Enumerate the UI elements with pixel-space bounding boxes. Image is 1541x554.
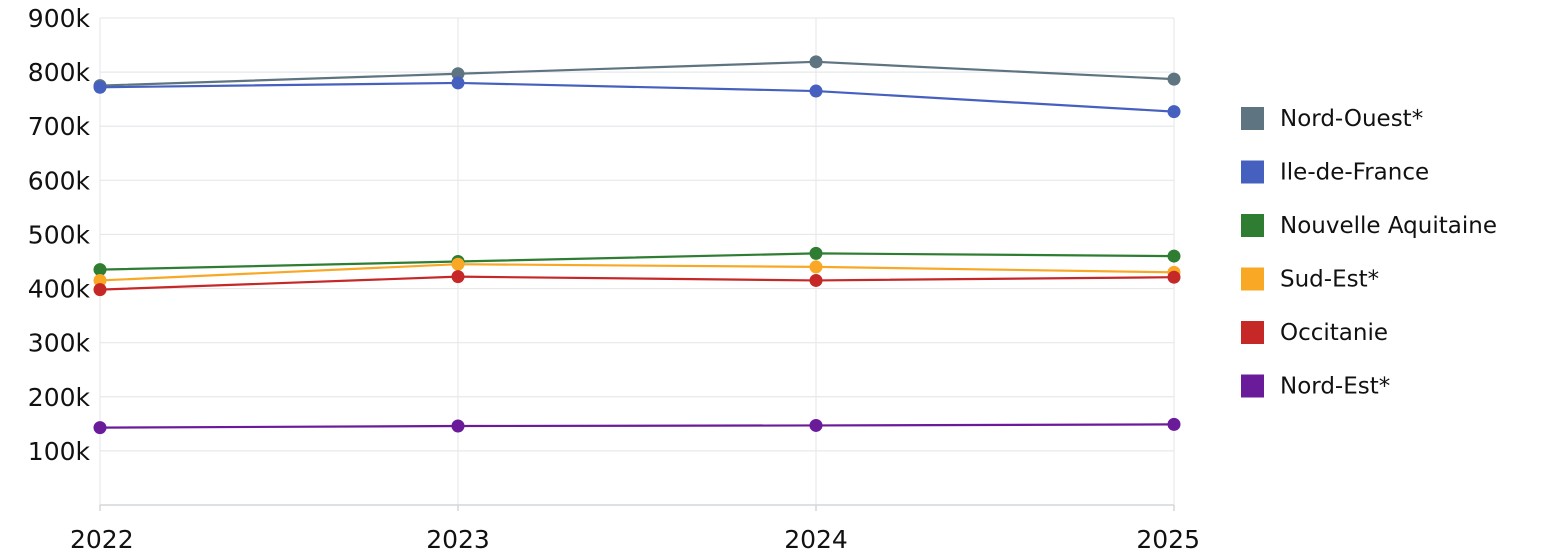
data-point[interactable] (451, 419, 465, 433)
y-tick-label: 700k (28, 112, 91, 141)
legend: Nord-Ouest* Ile-de-France Nouvelle Aquitai… (1241, 106, 1497, 400)
legend-item[interactable]: Occitanie (1241, 320, 1388, 346)
data-point[interactable] (1167, 72, 1181, 86)
data-point[interactable] (93, 273, 107, 287)
y-tick-label: 500k (28, 220, 91, 249)
y-tick-label: 100k (28, 437, 91, 466)
y-tick-label: 400k (28, 275, 91, 304)
data-point[interactable] (451, 270, 465, 284)
legend-swatch (1241, 160, 1264, 184)
data-points (93, 55, 1181, 435)
data-point[interactable] (809, 246, 823, 260)
data-point[interactable] (809, 84, 823, 98)
data-point[interactable] (1167, 249, 1181, 263)
x-tick-label: 2023 (426, 525, 490, 550)
gridlines (99, 17, 1175, 505)
data-point[interactable] (809, 418, 823, 432)
y-tick-label: 600k (28, 166, 91, 195)
data-point[interactable] (809, 55, 823, 69)
legend-item[interactable]: Ile-de-France (1241, 160, 1429, 186)
x-tick-label: 2025 (1136, 525, 1200, 550)
legend-label: Ile-de-France (1280, 160, 1429, 186)
legend-swatch (1241, 267, 1264, 291)
data-point[interactable] (1167, 270, 1181, 284)
series-line (99, 275, 1175, 291)
data-point[interactable] (451, 76, 465, 90)
legend-swatch (1241, 214, 1264, 237)
y-tick-label: 900k (28, 4, 91, 33)
legend-item[interactable]: Sud-Est* (1241, 267, 1379, 293)
data-point[interactable] (93, 283, 107, 297)
data-point[interactable] (93, 263, 107, 277)
series-line (99, 263, 1175, 282)
x-tick-label: 2024 (784, 525, 848, 550)
data-point[interactable] (1167, 105, 1181, 119)
legend-item[interactable]: Nouvelle Aquitaine (1241, 213, 1497, 239)
y-tick-label: 200k (28, 383, 91, 412)
y-tick-label: 800k (28, 58, 91, 87)
series-line (99, 60, 1175, 87)
y-tick-label: 300k (28, 329, 91, 358)
legend-label: Nord-Est* (1280, 374, 1390, 400)
legend-swatch (1241, 107, 1264, 130)
data-point[interactable] (451, 67, 465, 81)
legend-label: Occitanie (1280, 320, 1388, 346)
series-line (99, 423, 1175, 429)
data-point[interactable] (93, 80, 107, 94)
legend-item[interactable]: Nord-Est* (1241, 374, 1390, 400)
legend-item[interactable]: Nord-Ouest* (1241, 106, 1423, 132)
series-lines (99, 60, 1175, 429)
series-line (99, 252, 1175, 271)
legend-label: Sud-Est* (1280, 267, 1379, 293)
data-point[interactable] (809, 260, 823, 274)
data-point[interactable] (451, 257, 465, 271)
data-point[interactable] (1167, 417, 1181, 431)
x-tick-label: 2022 (70, 525, 134, 550)
data-point[interactable] (809, 273, 823, 287)
legend-label: Nouvelle Aquitaine (1280, 213, 1497, 239)
legend-label: Nord-Ouest* (1280, 106, 1423, 132)
axes: 100k 200k 300k 400k 500k 600k 700k 800k 900k 2022… (28, 4, 1200, 554)
legend-swatch (1241, 374, 1264, 398)
data-point[interactable] (93, 421, 107, 435)
legend-swatch (1241, 321, 1264, 344)
series-line (99, 81, 1175, 113)
